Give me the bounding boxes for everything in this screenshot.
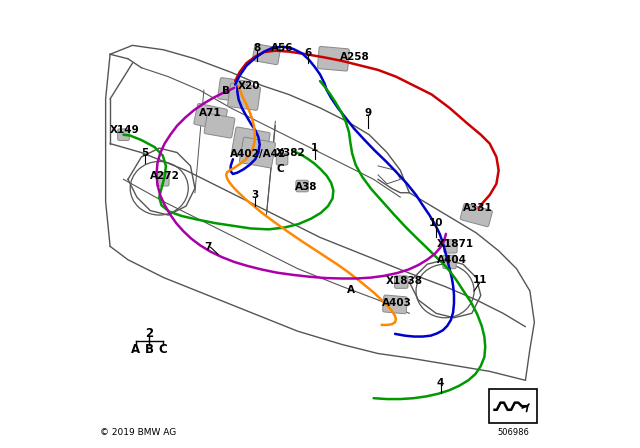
FancyBboxPatch shape [489, 389, 537, 423]
Text: 8: 8 [253, 43, 260, 52]
Text: X149: X149 [110, 125, 140, 135]
FancyBboxPatch shape [444, 240, 457, 253]
Text: X1838: X1838 [386, 276, 423, 286]
Text: A404: A404 [437, 255, 467, 265]
Text: 7: 7 [204, 242, 211, 252]
Text: 5: 5 [141, 148, 148, 159]
Text: A: A [131, 344, 141, 357]
Text: A403: A403 [381, 298, 412, 309]
Text: 3: 3 [252, 190, 259, 200]
FancyBboxPatch shape [383, 295, 408, 314]
FancyBboxPatch shape [239, 137, 275, 168]
Text: 1: 1 [311, 143, 318, 153]
Text: 10: 10 [429, 218, 444, 228]
Text: B: B [222, 86, 230, 96]
Text: X1871: X1871 [437, 239, 474, 249]
FancyBboxPatch shape [218, 78, 248, 103]
Text: A331: A331 [463, 203, 493, 213]
Text: A258: A258 [340, 52, 370, 61]
FancyBboxPatch shape [204, 113, 235, 138]
Text: © 2019 BMW AG: © 2019 BMW AG [100, 428, 177, 438]
Text: 4: 4 [437, 378, 444, 388]
Text: A56: A56 [271, 43, 293, 52]
FancyBboxPatch shape [118, 129, 129, 141]
Text: 9: 9 [365, 108, 372, 118]
Text: X382: X382 [276, 148, 306, 159]
FancyBboxPatch shape [443, 255, 456, 269]
FancyBboxPatch shape [317, 47, 349, 71]
Text: C: C [159, 344, 167, 357]
FancyBboxPatch shape [194, 103, 227, 130]
FancyBboxPatch shape [232, 127, 270, 160]
Text: A71: A71 [198, 108, 221, 118]
FancyBboxPatch shape [228, 83, 260, 110]
FancyBboxPatch shape [252, 44, 280, 65]
FancyBboxPatch shape [157, 172, 169, 186]
Text: A402/A42: A402/A42 [230, 149, 286, 159]
FancyBboxPatch shape [395, 276, 408, 289]
Text: 506986: 506986 [497, 428, 529, 437]
Text: A272: A272 [150, 171, 180, 181]
Text: C: C [276, 164, 284, 174]
Text: 2: 2 [145, 327, 154, 340]
Text: 6: 6 [305, 48, 312, 58]
Text: A: A [347, 285, 355, 295]
Text: X20: X20 [237, 81, 260, 90]
FancyBboxPatch shape [276, 153, 288, 165]
FancyBboxPatch shape [460, 203, 492, 227]
FancyBboxPatch shape [296, 180, 308, 192]
Text: B: B [145, 344, 154, 357]
Text: A38: A38 [296, 182, 318, 192]
Text: 11: 11 [472, 275, 487, 285]
